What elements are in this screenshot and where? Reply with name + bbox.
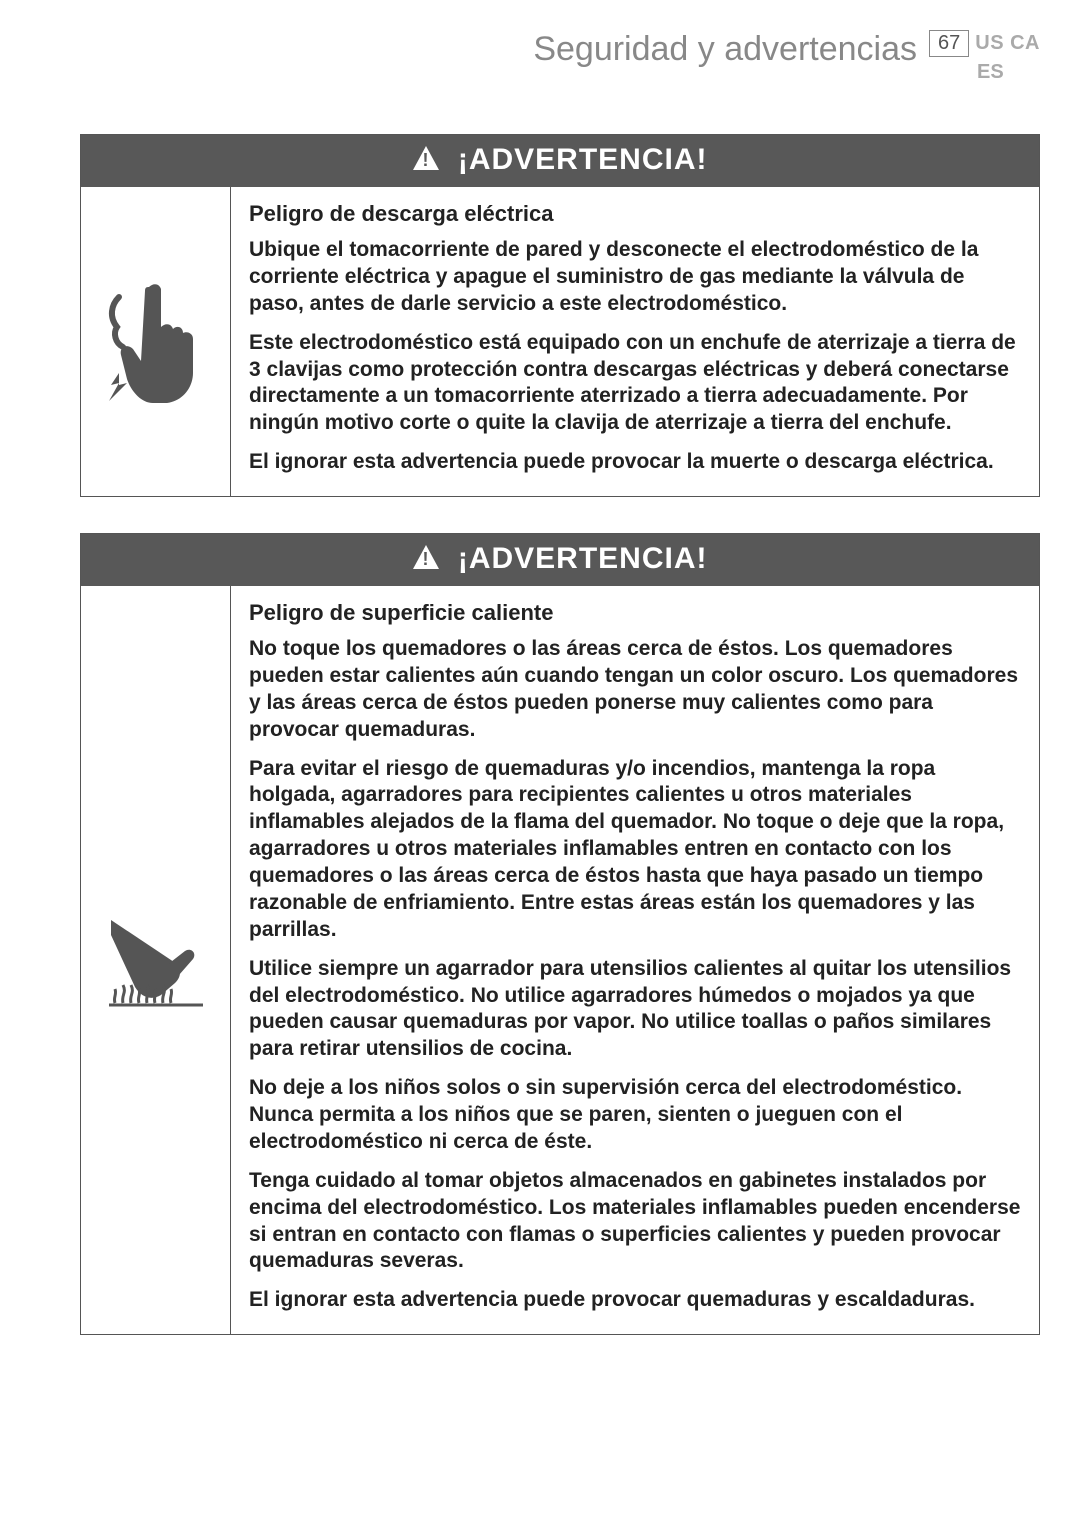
- svg-text:!: !: [423, 150, 430, 170]
- warning-paragraph: No toque los quemadores o las áreas cerc…: [249, 636, 1021, 744]
- warning-body: Peligro de superficie caliente No toque …: [81, 586, 1039, 1334]
- warning-label: ¡ADVERTENCIA!: [458, 542, 708, 575]
- warning-header: ! ¡ADVERTENCIA!: [81, 135, 1039, 187]
- warning-paragraph: Tenga cuidado al tomar objetos almacenad…: [249, 1168, 1021, 1276]
- page-header: Seguridad y advertencias 67 US CA ES: [80, 30, 1040, 84]
- section-title: Seguridad y advertencias: [533, 30, 917, 69]
- warning-paragraph: Ubique el tomacorriente de pared y desco…: [249, 237, 1021, 318]
- danger-title: Peligro de descarga eléctrica: [249, 201, 1021, 227]
- warning-header: ! ¡ADVERTENCIA!: [81, 534, 1039, 586]
- warning-icon-column: [81, 187, 231, 496]
- warning-text-column: Peligro de superficie caliente No toque …: [231, 586, 1039, 1334]
- svg-text:!: !: [423, 549, 430, 569]
- danger-title: Peligro de superficie caliente: [249, 600, 1021, 626]
- warning-icon-column: [81, 586, 231, 1334]
- warning-paragraph: El ignorar esta advertencia puede provoc…: [249, 1287, 1021, 1314]
- warning-paragraph: No deje a los niños solos o sin supervis…: [249, 1075, 1021, 1156]
- warning-paragraph: El ignorar esta advertencia puede provoc…: [249, 449, 1021, 476]
- warning-box-hot-surface: ! ¡ADVERTENCIA!: [80, 533, 1040, 1335]
- warning-paragraph: Para evitar el riesgo de quemaduras y/o …: [249, 756, 1021, 944]
- warning-paragraph: Este electrodoméstico está equipado con …: [249, 330, 1021, 438]
- warning-text-column: Peligro de descarga eléctrica Ubique el …: [231, 187, 1039, 496]
- shock-hand-icon: [101, 277, 211, 407]
- hot-surface-hand-icon: [101, 905, 211, 1015]
- warning-paragraph: Utilice siempre un agarrador para utensi…: [249, 956, 1021, 1064]
- page-number-row: 67 US CA: [929, 30, 1040, 57]
- page-number: 67: [929, 30, 969, 57]
- header-meta: 67 US CA ES: [929, 30, 1040, 84]
- warning-label: ¡ADVERTENCIA!: [458, 143, 708, 176]
- warning-triangle-icon: !: [412, 544, 440, 578]
- warning-triangle-icon: !: [412, 145, 440, 179]
- region-codes: US CA: [975, 32, 1040, 55]
- page: Seguridad y advertencias 67 US CA ES ! ¡…: [0, 0, 1080, 1401]
- warning-box-electrical: ! ¡ADVERTENCIA! Peligro de descarga eléc…: [80, 134, 1040, 497]
- language-code: ES: [977, 61, 1004, 84]
- warning-body: Peligro de descarga eléctrica Ubique el …: [81, 187, 1039, 496]
